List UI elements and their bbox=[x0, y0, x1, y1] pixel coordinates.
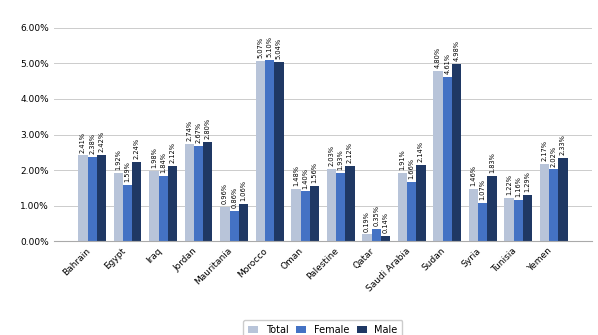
Text: 2.12%: 2.12% bbox=[347, 142, 353, 163]
Bar bbox=[559, 158, 568, 241]
Bar bbox=[523, 195, 532, 241]
Bar bbox=[114, 173, 123, 241]
Text: 1.16%: 1.16% bbox=[515, 176, 521, 197]
Bar bbox=[274, 62, 283, 241]
Text: 1.91%: 1.91% bbox=[399, 150, 405, 171]
Text: 0.19%: 0.19% bbox=[364, 211, 370, 231]
Text: 2.24%: 2.24% bbox=[134, 138, 140, 159]
Bar bbox=[416, 165, 426, 241]
Bar bbox=[362, 234, 371, 241]
Text: 1.59%: 1.59% bbox=[124, 161, 130, 182]
Bar bbox=[407, 182, 416, 241]
Text: 0.86%: 0.86% bbox=[231, 187, 237, 208]
Text: 1.46%: 1.46% bbox=[471, 165, 477, 187]
Bar bbox=[291, 189, 301, 241]
Bar bbox=[185, 144, 194, 241]
Text: 1.40%: 1.40% bbox=[302, 168, 308, 189]
Text: 1.48%: 1.48% bbox=[293, 165, 299, 186]
Text: 4.61%: 4.61% bbox=[444, 53, 450, 74]
Text: 0.96%: 0.96% bbox=[222, 183, 228, 204]
Text: 0.14%: 0.14% bbox=[382, 212, 389, 233]
Bar bbox=[336, 173, 345, 241]
Text: 2.41%: 2.41% bbox=[80, 132, 86, 153]
Text: 2.38%: 2.38% bbox=[89, 133, 95, 154]
Text: 1.06%: 1.06% bbox=[240, 180, 246, 201]
Bar bbox=[549, 170, 559, 241]
Text: 4.80%: 4.80% bbox=[435, 47, 441, 68]
Text: 1.07%: 1.07% bbox=[480, 179, 486, 200]
Text: 4.98%: 4.98% bbox=[453, 40, 459, 61]
Bar bbox=[345, 166, 355, 241]
Bar bbox=[203, 142, 212, 241]
Legend: Total, Female, Male: Total, Female, Male bbox=[243, 320, 402, 335]
Bar bbox=[301, 191, 310, 241]
Bar bbox=[381, 236, 390, 241]
Bar bbox=[487, 176, 496, 241]
Bar bbox=[371, 229, 381, 241]
Bar bbox=[78, 155, 87, 241]
Text: 2.80%: 2.80% bbox=[205, 118, 211, 139]
Text: 2.33%: 2.33% bbox=[560, 135, 566, 155]
Text: 5.07%: 5.07% bbox=[257, 37, 264, 58]
Text: 1.29%: 1.29% bbox=[524, 172, 530, 193]
Bar bbox=[230, 211, 239, 241]
Bar bbox=[540, 164, 549, 241]
Text: 0.35%: 0.35% bbox=[373, 205, 379, 226]
Text: 1.93%: 1.93% bbox=[338, 149, 344, 170]
Bar bbox=[150, 171, 158, 241]
Bar bbox=[452, 64, 461, 241]
Text: 2.42%: 2.42% bbox=[98, 131, 105, 152]
Text: 2.17%: 2.17% bbox=[541, 140, 548, 161]
Text: 2.02%: 2.02% bbox=[551, 145, 557, 166]
Bar bbox=[434, 70, 443, 241]
Text: 2.14%: 2.14% bbox=[418, 141, 424, 162]
Bar bbox=[398, 173, 407, 241]
Bar bbox=[504, 198, 514, 241]
Bar bbox=[194, 146, 203, 241]
Text: 2.03%: 2.03% bbox=[328, 145, 334, 166]
Text: 1.22%: 1.22% bbox=[506, 174, 512, 195]
Bar bbox=[478, 203, 487, 241]
Text: 1.98%: 1.98% bbox=[151, 147, 157, 168]
Bar bbox=[220, 207, 230, 241]
Text: 1.92%: 1.92% bbox=[115, 149, 121, 170]
Text: 1.83%: 1.83% bbox=[489, 152, 495, 173]
Bar bbox=[469, 189, 478, 241]
Bar bbox=[443, 77, 452, 241]
Bar bbox=[265, 60, 274, 241]
Bar bbox=[87, 156, 97, 241]
Bar bbox=[256, 61, 265, 241]
Bar bbox=[514, 200, 523, 241]
Bar bbox=[158, 176, 168, 241]
Bar bbox=[327, 169, 336, 241]
Text: 2.67%: 2.67% bbox=[196, 122, 202, 143]
Text: 1.56%: 1.56% bbox=[312, 162, 318, 183]
Bar bbox=[239, 203, 248, 241]
Text: 1.66%: 1.66% bbox=[408, 158, 414, 179]
Text: 5.10%: 5.10% bbox=[267, 36, 273, 57]
Bar bbox=[132, 161, 142, 241]
Bar bbox=[97, 155, 106, 241]
Text: 5.04%: 5.04% bbox=[276, 38, 282, 59]
Text: 2.12%: 2.12% bbox=[169, 142, 175, 163]
Bar bbox=[168, 166, 177, 241]
Bar bbox=[310, 186, 319, 241]
Text: 1.84%: 1.84% bbox=[160, 152, 166, 173]
Bar bbox=[123, 185, 132, 241]
Text: 2.74%: 2.74% bbox=[187, 120, 193, 141]
